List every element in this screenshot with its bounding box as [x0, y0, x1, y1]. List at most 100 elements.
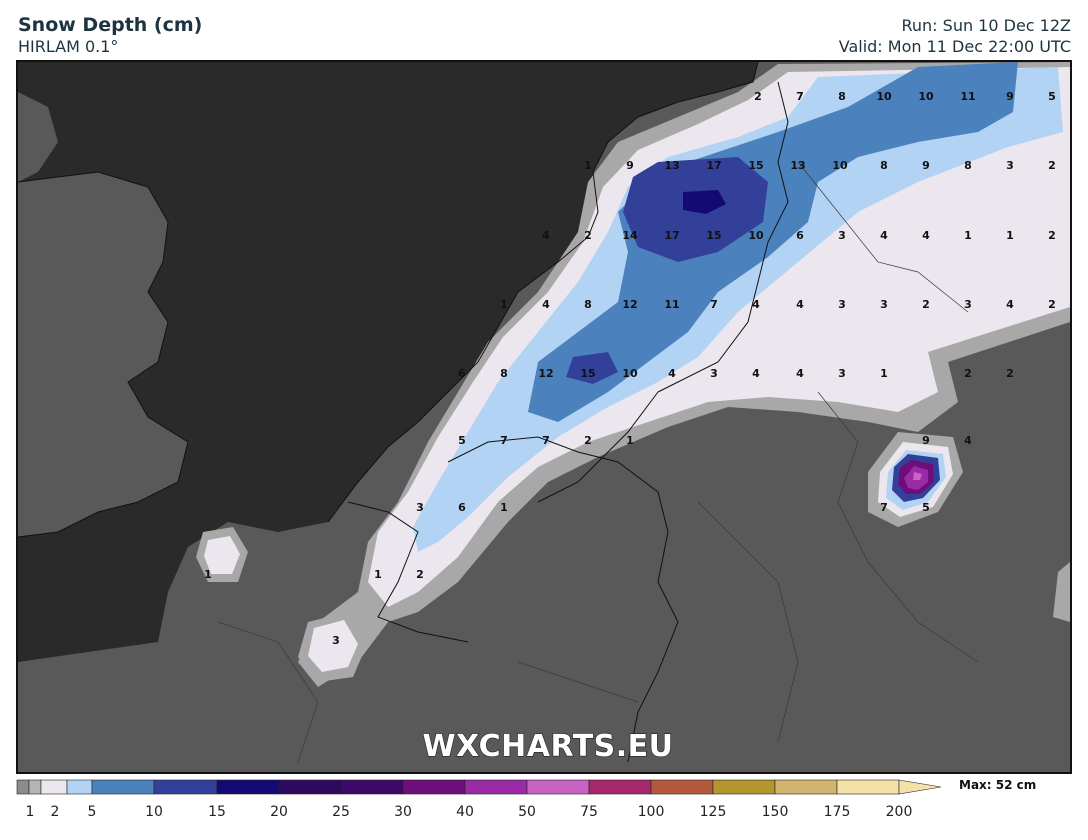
snow-depth-map: 2 7 8 10 10 11 9 5 1 9 13 17 15 13 10 8 9 8 3 2 4 2 14 17 15 10 6 3…: [16, 60, 1072, 774]
legend-swatch: [526, 779, 590, 795]
snow-depth-value: 4: [752, 298, 760, 311]
snow-depth-value: 15: [748, 159, 763, 172]
max-value-label: Max: 52 cm: [959, 778, 1036, 792]
snow-depth-value: 1: [204, 568, 212, 581]
legend-tick-label: 30: [394, 804, 412, 820]
snow-depth-value: 4: [668, 367, 676, 380]
snow-depth-value: 3: [1006, 159, 1014, 172]
snow-patch-west-inner: [204, 536, 240, 574]
snow-depth-value: 4: [796, 298, 804, 311]
land-england: [18, 92, 188, 537]
snow-contour-20cm: [683, 190, 726, 214]
legend-swatch: [464, 779, 528, 795]
snow-depth-value: 13: [790, 159, 805, 172]
snow-depth-value: 2: [922, 298, 930, 311]
snow-patch-east-edge: [1053, 562, 1070, 622]
map-canvas: 2 7 8 10 10 11 9 51 9 13 17 15 13 10 8 9 8 3 24 2 14 17 15 10 6 3…: [18, 62, 1070, 772]
color-scale-legend: 1 2 5 10 15 20 25 30 40 50 75 100 125 150 175 200 Max: …: [16, 778, 1056, 836]
legend-swatch: [650, 779, 714, 795]
legend-swatch: [91, 779, 155, 795]
legend-tick-label: 175: [824, 804, 851, 820]
snow-depth-value: 3: [838, 229, 846, 242]
snow-depth-value: 1: [500, 298, 508, 311]
snow-depth-value: 4: [922, 229, 930, 242]
snow-depth-value: 8: [880, 159, 888, 172]
snow-depth-value: 5: [458, 434, 466, 447]
snow-contour-15cm: [566, 157, 768, 384]
legend-tick-label: 2: [51, 804, 60, 820]
snow-depth-value: 1: [964, 229, 972, 242]
snow-contour-5cm: [413, 67, 1063, 552]
legend-swatch: [153, 779, 218, 795]
snow-patch-south-inner: [308, 620, 358, 672]
legend-swatch: [836, 779, 900, 795]
snow-depth-value: 2: [1048, 159, 1056, 172]
snow-depth-value: 3: [710, 367, 718, 380]
snow-depth-value: 9: [1006, 90, 1014, 103]
snow-depth-value: 3: [880, 298, 888, 311]
legend-tick-label: 150: [762, 804, 789, 820]
snow-depth-value: 4: [542, 298, 550, 311]
snow-depth-value: 3: [416, 501, 424, 514]
snow-depth-value: 3: [964, 298, 972, 311]
snow-depth-value: 1: [500, 501, 508, 514]
snow-depth-value: 4: [964, 434, 972, 447]
snow-depth-value: 9: [922, 434, 930, 447]
legend-tick-label: 40: [456, 804, 474, 820]
legend-extend-arrow: [898, 779, 942, 795]
legend-tick-label: 50: [518, 804, 536, 820]
snow-depth-value: 1: [1006, 229, 1014, 242]
snow-contour-10cm: [528, 62, 1018, 422]
snow-depth-value: 4: [542, 229, 550, 242]
snow-depth-value: 4: [1006, 298, 1014, 311]
legend-swatch: [402, 779, 466, 795]
coastline-england: [18, 171, 189, 538]
watermark: WXCHARTS.EU: [422, 729, 673, 764]
snow-depth-value: 12: [538, 367, 553, 380]
snow-depth-value: 2: [1048, 298, 1056, 311]
snow-depth-value: 4: [796, 367, 804, 380]
snow-depth-value: 8: [584, 298, 592, 311]
snow-depth-value: 12: [622, 298, 637, 311]
snow-depth-value: 2: [584, 229, 592, 242]
snow-depth-value: 14: [622, 229, 638, 242]
snow-depth-value: 17: [664, 229, 679, 242]
snow-depth-value: 6: [458, 501, 466, 514]
snow-depth-value: 6: [796, 229, 804, 242]
snow-depth-value: 6: [458, 367, 466, 380]
snow-depth-value: 2: [584, 434, 592, 447]
legend-swatch: [340, 779, 404, 795]
legend-tick-label: 20: [270, 804, 288, 820]
legend-swatch: [712, 779, 776, 795]
snow-depth-value: 11: [664, 298, 679, 311]
snow-depth-value: 10: [832, 159, 848, 172]
snow-depth-value: 2: [416, 568, 424, 581]
country-borders: [327, 62, 789, 763]
snow-depth-value: 2: [754, 90, 762, 103]
snow-depth-value: 10: [876, 90, 892, 103]
sea-area: [18, 62, 758, 662]
snow-depth-value: 15: [580, 367, 595, 380]
legend-tick-label: 200: [886, 804, 913, 820]
legend-swatch: [216, 779, 280, 795]
valid-time-label: Valid: Mon 11 Dec 22:00 UTC: [838, 37, 1071, 56]
legend-tick-label: 1: [26, 804, 35, 820]
legend-swatch: [278, 779, 342, 795]
snow-depth-value: 5: [1048, 90, 1056, 103]
legend-swatch: [28, 779, 42, 795]
snow-depth-value: 3: [332, 634, 340, 647]
snow-depth-value: 11: [960, 90, 975, 103]
snow-depth-value: 5: [922, 501, 930, 514]
snow-depth-value: 10: [918, 90, 934, 103]
snow-depth-value: 9: [922, 159, 930, 172]
snow-depth-value: 13: [664, 159, 679, 172]
legend-swatch: [16, 779, 30, 795]
snow-depth-value: 2: [1006, 367, 1014, 380]
legend-swatch: [66, 779, 93, 795]
snow-depth-value: 10: [748, 229, 764, 242]
snow-contour-50cm-east: [913, 472, 922, 480]
legend-tick-label: 15: [208, 804, 226, 820]
legend-tick-label: 10: [145, 804, 163, 820]
snow-depth-value: 17: [706, 159, 721, 172]
snow-depth-value: 1: [374, 568, 382, 581]
